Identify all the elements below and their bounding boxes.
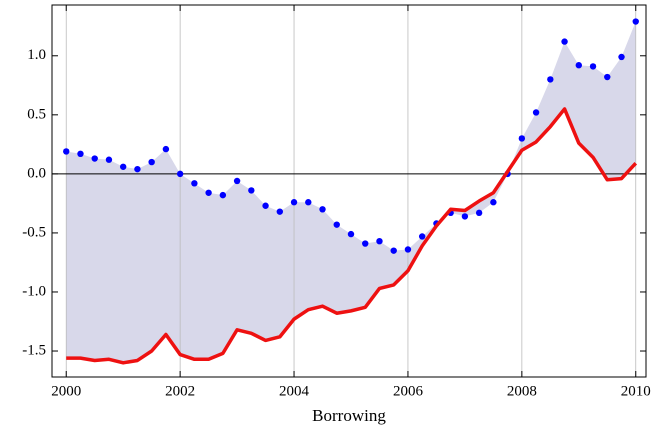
x-tick-label: 2000 (51, 383, 81, 399)
point (305, 199, 312, 206)
point (219, 191, 227, 199)
x-tick-label: 2004 (279, 383, 310, 399)
y-tick-label: 1.0 (27, 47, 46, 63)
line (66, 107, 638, 365)
y-tick-label: 0.5 (27, 106, 46, 122)
point (276, 208, 284, 215)
point (475, 209, 483, 217)
point (262, 202, 269, 209)
x-axis-label: Borrowing (312, 406, 386, 425)
point (205, 189, 212, 196)
point (290, 199, 298, 206)
x-tick-label: 2002 (165, 383, 195, 399)
y-tick-label: -1.5 (22, 342, 46, 358)
point (461, 213, 469, 220)
point (176, 170, 184, 178)
point (63, 148, 70, 155)
point (105, 156, 113, 163)
point (347, 230, 355, 238)
x-tick-label: 2008 (507, 383, 537, 399)
point (233, 177, 241, 185)
point (604, 73, 611, 81)
y-tick-label: -0.5 (22, 224, 46, 240)
point (148, 158, 155, 166)
y-tick-label: -1.0 (22, 283, 46, 299)
point (561, 38, 568, 45)
point (248, 187, 255, 194)
point (134, 165, 141, 173)
point (119, 163, 127, 170)
point (390, 247, 397, 254)
point (418, 233, 426, 240)
fill-between (66, 21, 636, 363)
point (575, 62, 582, 69)
point (547, 76, 554, 83)
point (91, 155, 98, 162)
point (404, 246, 412, 253)
point (333, 221, 340, 228)
point (532, 109, 540, 116)
point (618, 53, 625, 61)
point (77, 150, 84, 157)
point (518, 135, 526, 142)
x-tick-label: 2010 (621, 383, 651, 399)
plot-frame (51, 4, 647, 378)
x-tick-label: 2006 (393, 383, 424, 399)
point (191, 180, 198, 187)
point (376, 237, 383, 245)
point (319, 206, 326, 213)
point (632, 18, 639, 25)
point (490, 199, 497, 206)
point (162, 145, 170, 153)
y-tick-label: 0.0 (27, 165, 46, 181)
point (362, 240, 369, 247)
point (589, 63, 597, 70)
